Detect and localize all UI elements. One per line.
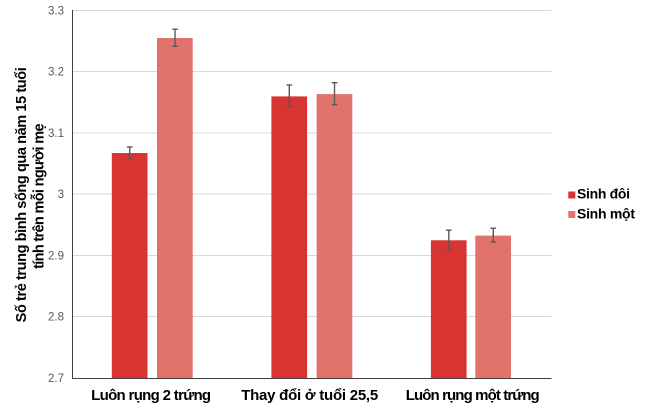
svg-text:2.8: 2.8 xyxy=(48,312,64,324)
svg-text:Sinh một: Sinh một xyxy=(577,206,635,222)
svg-text:3.2: 3.2 xyxy=(48,67,64,79)
svg-text:2.7: 2.7 xyxy=(48,373,64,385)
svg-text:tính trên mỗi người mẹ: tính trên mỗi người mẹ xyxy=(31,123,48,268)
svg-text:3.1: 3.1 xyxy=(48,128,64,140)
svg-text:Sinh đôi: Sinh đôi xyxy=(577,186,630,202)
svg-text:Luôn rụng một trứng: Luôn rụng một trứng xyxy=(406,387,540,404)
svg-text:2.9: 2.9 xyxy=(48,250,64,262)
svg-text:Luôn rụng 2 trứng: Luôn rụng 2 trứng xyxy=(91,387,211,404)
svg-text:Số trẻ trung bình sống qua năm: Số trẻ trung bình sống qua năm 15 tuổi xyxy=(14,68,30,323)
svg-text:3: 3 xyxy=(58,189,64,201)
svg-text:3.3: 3.3 xyxy=(48,5,64,17)
svg-text:Thay đổi ở tuổi 25,5: Thay đổi ở tuổi 25,5 xyxy=(241,387,378,404)
